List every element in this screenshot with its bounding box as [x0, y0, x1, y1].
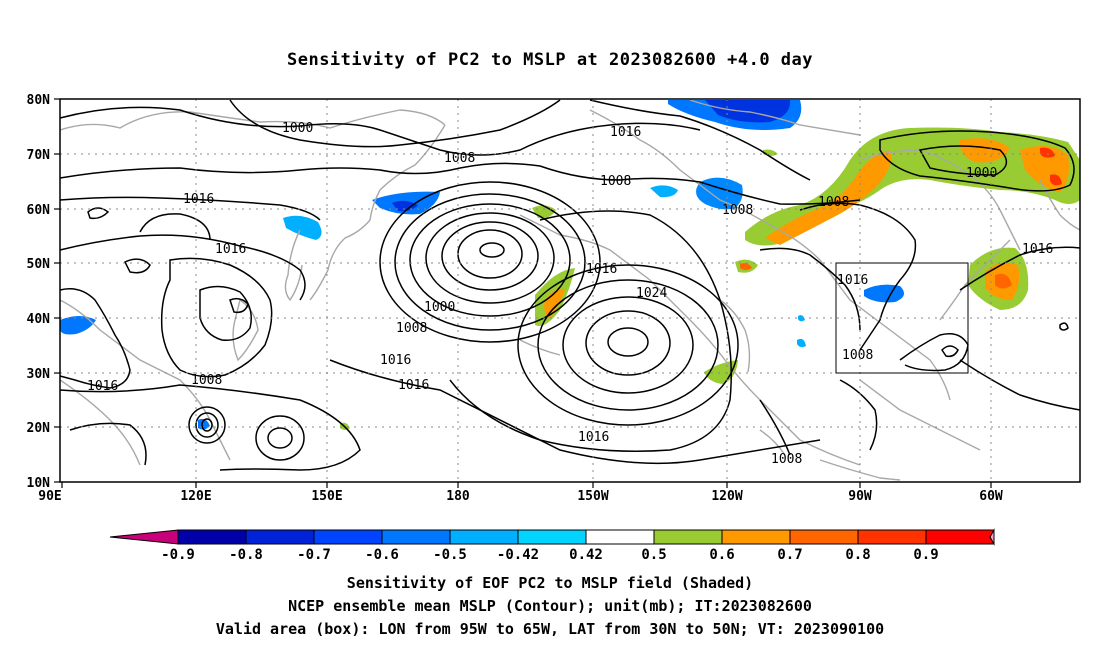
contour-label: 1000	[282, 121, 313, 136]
shade-negative	[650, 185, 678, 198]
caption-line-2: NCEP ensemble mean MSLP (Contour); unit(…	[288, 597, 812, 615]
contour-label: 1024	[636, 286, 667, 301]
shade-negative	[283, 215, 322, 240]
shade-negative	[864, 284, 904, 303]
colorbar-tick-label: -0.6	[365, 547, 399, 563]
contour-label: 1016	[578, 430, 609, 445]
lon-tick-label: 150E	[311, 489, 342, 504]
colorbar-tick-label: -0.8	[229, 547, 263, 563]
gridlines	[60, 99, 1080, 482]
contour-label: 1008	[842, 348, 873, 363]
colorbar-swatch	[245, 529, 315, 545]
lon-tick-label: 120E	[180, 489, 211, 504]
contour-label: 1016	[215, 242, 246, 257]
shade-negative	[798, 315, 805, 322]
lat-tick-label: 30N	[27, 367, 51, 382]
colorbar-swatch	[721, 529, 791, 545]
contour-label: 1008	[444, 151, 475, 166]
shade-positive	[1050, 174, 1062, 186]
contour-label: 1008	[722, 203, 753, 218]
contour-label: 1016	[183, 192, 214, 207]
lon-tick-label: 180	[446, 489, 470, 504]
colorbar-tick-label: 0.9	[913, 547, 938, 563]
lon-tick-label: 90W	[848, 489, 872, 504]
map-frame	[59, 98, 1081, 483]
shade-positive	[765, 150, 892, 245]
contour-label: 1008	[396, 321, 427, 336]
contour-label: 1016	[87, 379, 118, 394]
caption-line-1: Sensitivity of EOF PC2 to MSLP field (Sh…	[346, 574, 754, 592]
contour-label: 1016	[837, 273, 868, 288]
colorbar-tick-label: 0.42	[569, 547, 603, 563]
shade-positive	[1040, 147, 1055, 158]
contour-label: 1016	[1022, 242, 1053, 257]
lon-tick-label: 120W	[711, 489, 742, 504]
lat-tick-label: 10N	[27, 476, 51, 491]
colorbar-tick-label: 0.8	[845, 547, 870, 563]
colorbar-swatch	[789, 529, 859, 545]
contour-label: 1016	[610, 125, 641, 140]
colorbar-swatch	[381, 529, 451, 545]
contour-label: 1008	[771, 452, 802, 467]
lat-tick-label: 60N	[27, 203, 51, 218]
contour-label: 1000	[966, 166, 997, 181]
colorbar-swatch	[653, 529, 723, 545]
shade-positive	[959, 138, 1010, 163]
longitude-labels: 90E 120E 150E 180 150W 120W 90W 60W	[38, 489, 1003, 504]
colorbar-swatch	[925, 529, 995, 545]
contour-label: 1008	[600, 174, 631, 189]
contour-label: 1000	[424, 300, 455, 315]
chart-title: Sensitivity of PC2 to MSLP at 2023082600…	[286, 50, 813, 70]
colorbar-tick-label: 0.5	[641, 547, 666, 563]
contour-label: 1008	[191, 373, 222, 388]
colorbar-tick-label: -0.7	[297, 547, 331, 563]
lat-tick-label: 70N	[27, 148, 51, 163]
contour-label: 1016	[398, 378, 429, 393]
colorbar-arrow-low	[109, 529, 179, 545]
colorbar-swatch	[313, 529, 383, 545]
shade-positive	[544, 288, 565, 318]
colorbar: -0.9 -0.8 -0.7 -0.6 -0.5 -0.42 0.42 0.5 0.6 0.7 0.…	[109, 528, 995, 563]
colorbar-tick-label: -0.9	[161, 547, 195, 563]
colorbar-swatch	[449, 529, 519, 545]
shade-negative	[696, 177, 743, 210]
shade-negative	[797, 338, 806, 348]
colorbar-tick-label: 0.6	[709, 547, 734, 563]
shade-positive	[740, 263, 752, 270]
shade-negative	[60, 316, 96, 335]
colorbar-swatch	[857, 529, 927, 545]
contour-label: 1008	[818, 195, 849, 210]
caption-line-3: Valid area (box): LON from 95W to 65W, L…	[215, 620, 885, 638]
lat-tick-label: 50N	[27, 257, 51, 272]
contour-labels: 1000 1008 1016 1008 1016 1016 1008 1000 …	[87, 121, 1053, 467]
colorbar-arrow-high	[989, 528, 995, 546]
colorbar-tick-label: -0.42	[497, 547, 539, 563]
valid-area-box	[835, 262, 969, 374]
lon-tick-label: 60W	[979, 489, 1003, 504]
lon-tick-label: 90E	[38, 489, 61, 504]
contour-label: 1016	[586, 262, 617, 277]
colorbar-swatch	[517, 529, 587, 545]
lon-tick-label: 150W	[577, 489, 608, 504]
shade-positive	[995, 273, 1012, 289]
lat-tick-label: 40N	[27, 312, 51, 327]
axis-ticks	[54, 98, 992, 488]
lat-tick-label: 80N	[27, 93, 51, 108]
contour-label: 1016	[380, 353, 411, 368]
colorbar-swatch	[585, 529, 655, 545]
colorbar-tick-label: 0.7	[777, 547, 802, 563]
colorbar-swatch	[177, 529, 247, 545]
lat-tick-label: 20N	[27, 421, 51, 436]
colorbar-tick-label: -0.5	[433, 547, 467, 563]
mslp-contours	[59, 99, 1081, 471]
latitude-labels: 80N 70N 60N 50N 40N 30N 20N 10N	[27, 93, 51, 491]
